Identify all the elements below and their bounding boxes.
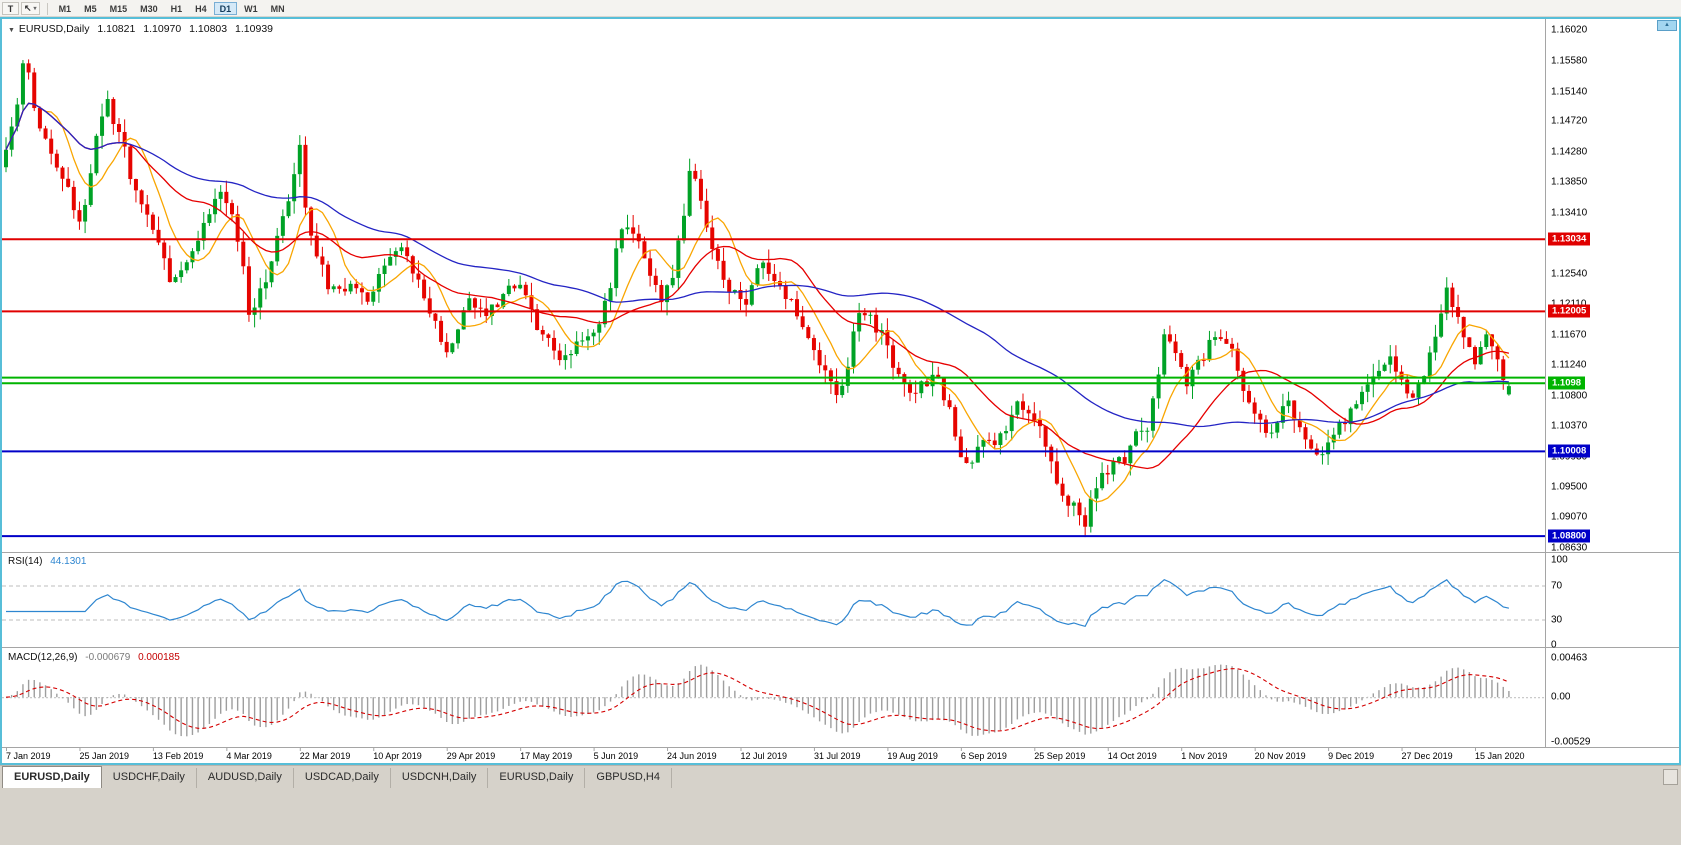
timeframe-button-mn[interactable]: MN	[270, 3, 285, 14]
price-axis-tick: 1.09500	[1551, 481, 1588, 493]
close-value: 1.10939	[235, 23, 274, 35]
cursor-icon: ↖	[24, 3, 32, 13]
price-line-badge: 1.10008	[1548, 444, 1591, 458]
tab-scrollbar-button[interactable]	[1663, 769, 1678, 785]
text-tool-button[interactable]: T	[2, 2, 19, 15]
price-line-badge: 1.13034	[1548, 232, 1591, 246]
rsi-axis-tick: 0	[1551, 639, 1557, 651]
toolbar-separator	[46, 2, 48, 15]
rsi-value: 44.1301	[50, 556, 87, 567]
date-axis-label: 29 Apr 2019	[446, 751, 496, 761]
symbol-period-label: EURUSD,Daily	[18, 23, 90, 35]
macd-axis-tick: -0.00529	[1551, 736, 1591, 748]
price-axis-tick: 1.10800	[1551, 390, 1588, 402]
macd-signal-value: 0.000185	[138, 652, 180, 663]
timeframe-button-h1[interactable]: H1	[170, 3, 183, 14]
timeframe-button-m5[interactable]: M5	[84, 3, 97, 14]
date-axis-label: 15 Jan 2020	[1475, 751, 1525, 761]
price-chart-canvas[interactable]	[2, 19, 1679, 763]
date-axis-label: 22 Mar 2019	[299, 751, 351, 761]
date-axis-label: 4 Mar 2019	[226, 751, 272, 761]
date-axis-label: 10 Apr 2019	[373, 751, 422, 761]
date-axis-label: 14 Oct 2019	[1107, 751, 1157, 761]
rsi-name: RSI(14)	[8, 556, 43, 567]
date-axis-label: 24 Jun 2019	[667, 751, 717, 761]
macd-axis-tick: 0.00463	[1551, 652, 1588, 664]
collapse-triangle-icon[interactable]: ▼	[8, 27, 15, 34]
date-axis-label: 31 Jul 2019	[813, 751, 861, 761]
timeframe-button-h4[interactable]: H4	[195, 3, 207, 14]
date-axis-label: 5 Jun 2019	[593, 751, 639, 761]
date-axis-label: 1 Nov 2019	[1181, 751, 1228, 761]
price-axis-tick: 1.15140	[1551, 86, 1588, 98]
chart-tab-1[interactable]: EURUSD,Daily	[2, 766, 102, 788]
date-axis-label: 17 May 2019	[520, 751, 573, 761]
date-axis-label: 19 Aug 2019	[887, 751, 938, 761]
price-axis-tick: 1.10370	[1551, 420, 1588, 432]
price-axis-tick: 1.09070	[1551, 511, 1588, 523]
date-axis-label: 25 Jan 2019	[79, 751, 129, 761]
date-axis-label: 20 Nov 2019	[1254, 751, 1306, 761]
rsi-axis-tick: 70	[1551, 580, 1563, 591]
timeframe-button-m30[interactable]: M30	[140, 3, 158, 14]
date-axis-label: 7 Jan 2019	[6, 751, 51, 761]
price-axis-tick: 1.11240	[1551, 359, 1587, 371]
macd-name: MACD(12,26,9)	[8, 652, 78, 663]
rsi-indicator-label: RSI(14) 44.1301	[8, 556, 91, 567]
macd-indicator-label: MACD(12,26,9) -0.000679 0.000185	[8, 652, 185, 663]
price-axis-tick: 1.11670	[1551, 329, 1587, 341]
chart-tabs: EURUSD,Daily USDCHF,Daily AUDUSD,Daily USDC…	[0, 766, 1681, 788]
rsi-axis-tick: 30	[1551, 614, 1563, 625]
chart-tab-5[interactable]: USDCNH,Daily	[391, 768, 489, 788]
cursor-tool-button[interactable]: ↖ ▾	[21, 2, 40, 15]
date-axis-label: 13 Feb 2019	[152, 751, 204, 761]
price-axis-tick: 1.13850	[1551, 176, 1588, 188]
pane-separator-macd[interactable]	[2, 646, 1545, 650]
chart-tab-6[interactable]: EURUSD,Daily	[488, 768, 586, 788]
scroll-up-button[interactable]: ▲	[1657, 20, 1677, 31]
price-axis-tick: 1.16020	[1551, 24, 1588, 36]
chart-tab-3[interactable]: AUDUSD,Daily	[197, 768, 294, 788]
open-value: 1.10821	[97, 23, 136, 35]
chart-tab-7[interactable]: GBPUSD,H4	[585, 768, 672, 788]
timeframe-button-m15[interactable]: M15	[109, 3, 128, 14]
low-value: 1.10803	[189, 23, 228, 35]
scroll-up-icon: ▲	[1664, 22, 1670, 28]
price-line-badge: 1.1098	[1548, 376, 1586, 390]
toolbar: T ↖ ▾ M1 M5 M15 M30 H1 H4 D1 W1 MN	[0, 0, 1681, 17]
timeframe-button-d1[interactable]: D1	[213, 2, 238, 15]
chart-tab-bar: EURUSD,Daily USDCHF,Daily AUDUSD,Daily USDC…	[0, 765, 1681, 845]
chart-tab-2[interactable]: USDCHF,Daily	[102, 768, 197, 788]
timeframe-button-m1[interactable]: M1	[58, 3, 72, 14]
chart-tab-4[interactable]: USDCAD,Daily	[294, 768, 391, 788]
price-axis-tick: 1.15580	[1551, 55, 1588, 67]
pane-separator-rsi[interactable]	[2, 551, 1545, 555]
price-line-badge: 1.08800	[1548, 529, 1591, 543]
chevron-down-icon: ▾	[33, 6, 37, 12]
macd-main-value: -0.000679	[85, 652, 131, 663]
price-line-badge: 1.12005	[1548, 304, 1591, 318]
date-axis-label: 6 Sep 2019	[960, 751, 1007, 761]
price-axis-tick: 1.14720	[1551, 115, 1588, 127]
date-axis-label: 27 Dec 2019	[1401, 751, 1453, 761]
price-axis-tick: 1.08630	[1551, 542, 1588, 554]
price-axis-tick: 1.12110	[1551, 299, 1586, 310]
rsi-axis-tick: 100	[1551, 554, 1568, 566]
price-axis-tick: 1.12540	[1551, 268, 1588, 280]
price-axis-tick: 1.14280	[1551, 146, 1588, 158]
high-value: 1.10970	[143, 23, 182, 35]
date-axis-label: 25 Sep 2019	[1034, 751, 1086, 761]
date-axis-label: 12 Jul 2019	[740, 751, 788, 761]
price-axis-tick: 1.13410	[1551, 207, 1588, 219]
timeframe-toolbar: M1 M5 M15 M30 H1 H4 D1 W1 MN	[53, 2, 292, 15]
timeframe-button-w1[interactable]: W1	[244, 3, 258, 14]
chart-title: ▼ EURUSD,Daily 1.10821 1.10970 1.10803 1…	[8, 23, 278, 35]
chart-window: ▼ EURUSD,Daily 1.10821 1.10970 1.10803 1…	[0, 17, 1681, 765]
date-axis-label: 9 Dec 2019	[1328, 751, 1375, 761]
macd-axis-tick: 0.00	[1551, 691, 1571, 703]
